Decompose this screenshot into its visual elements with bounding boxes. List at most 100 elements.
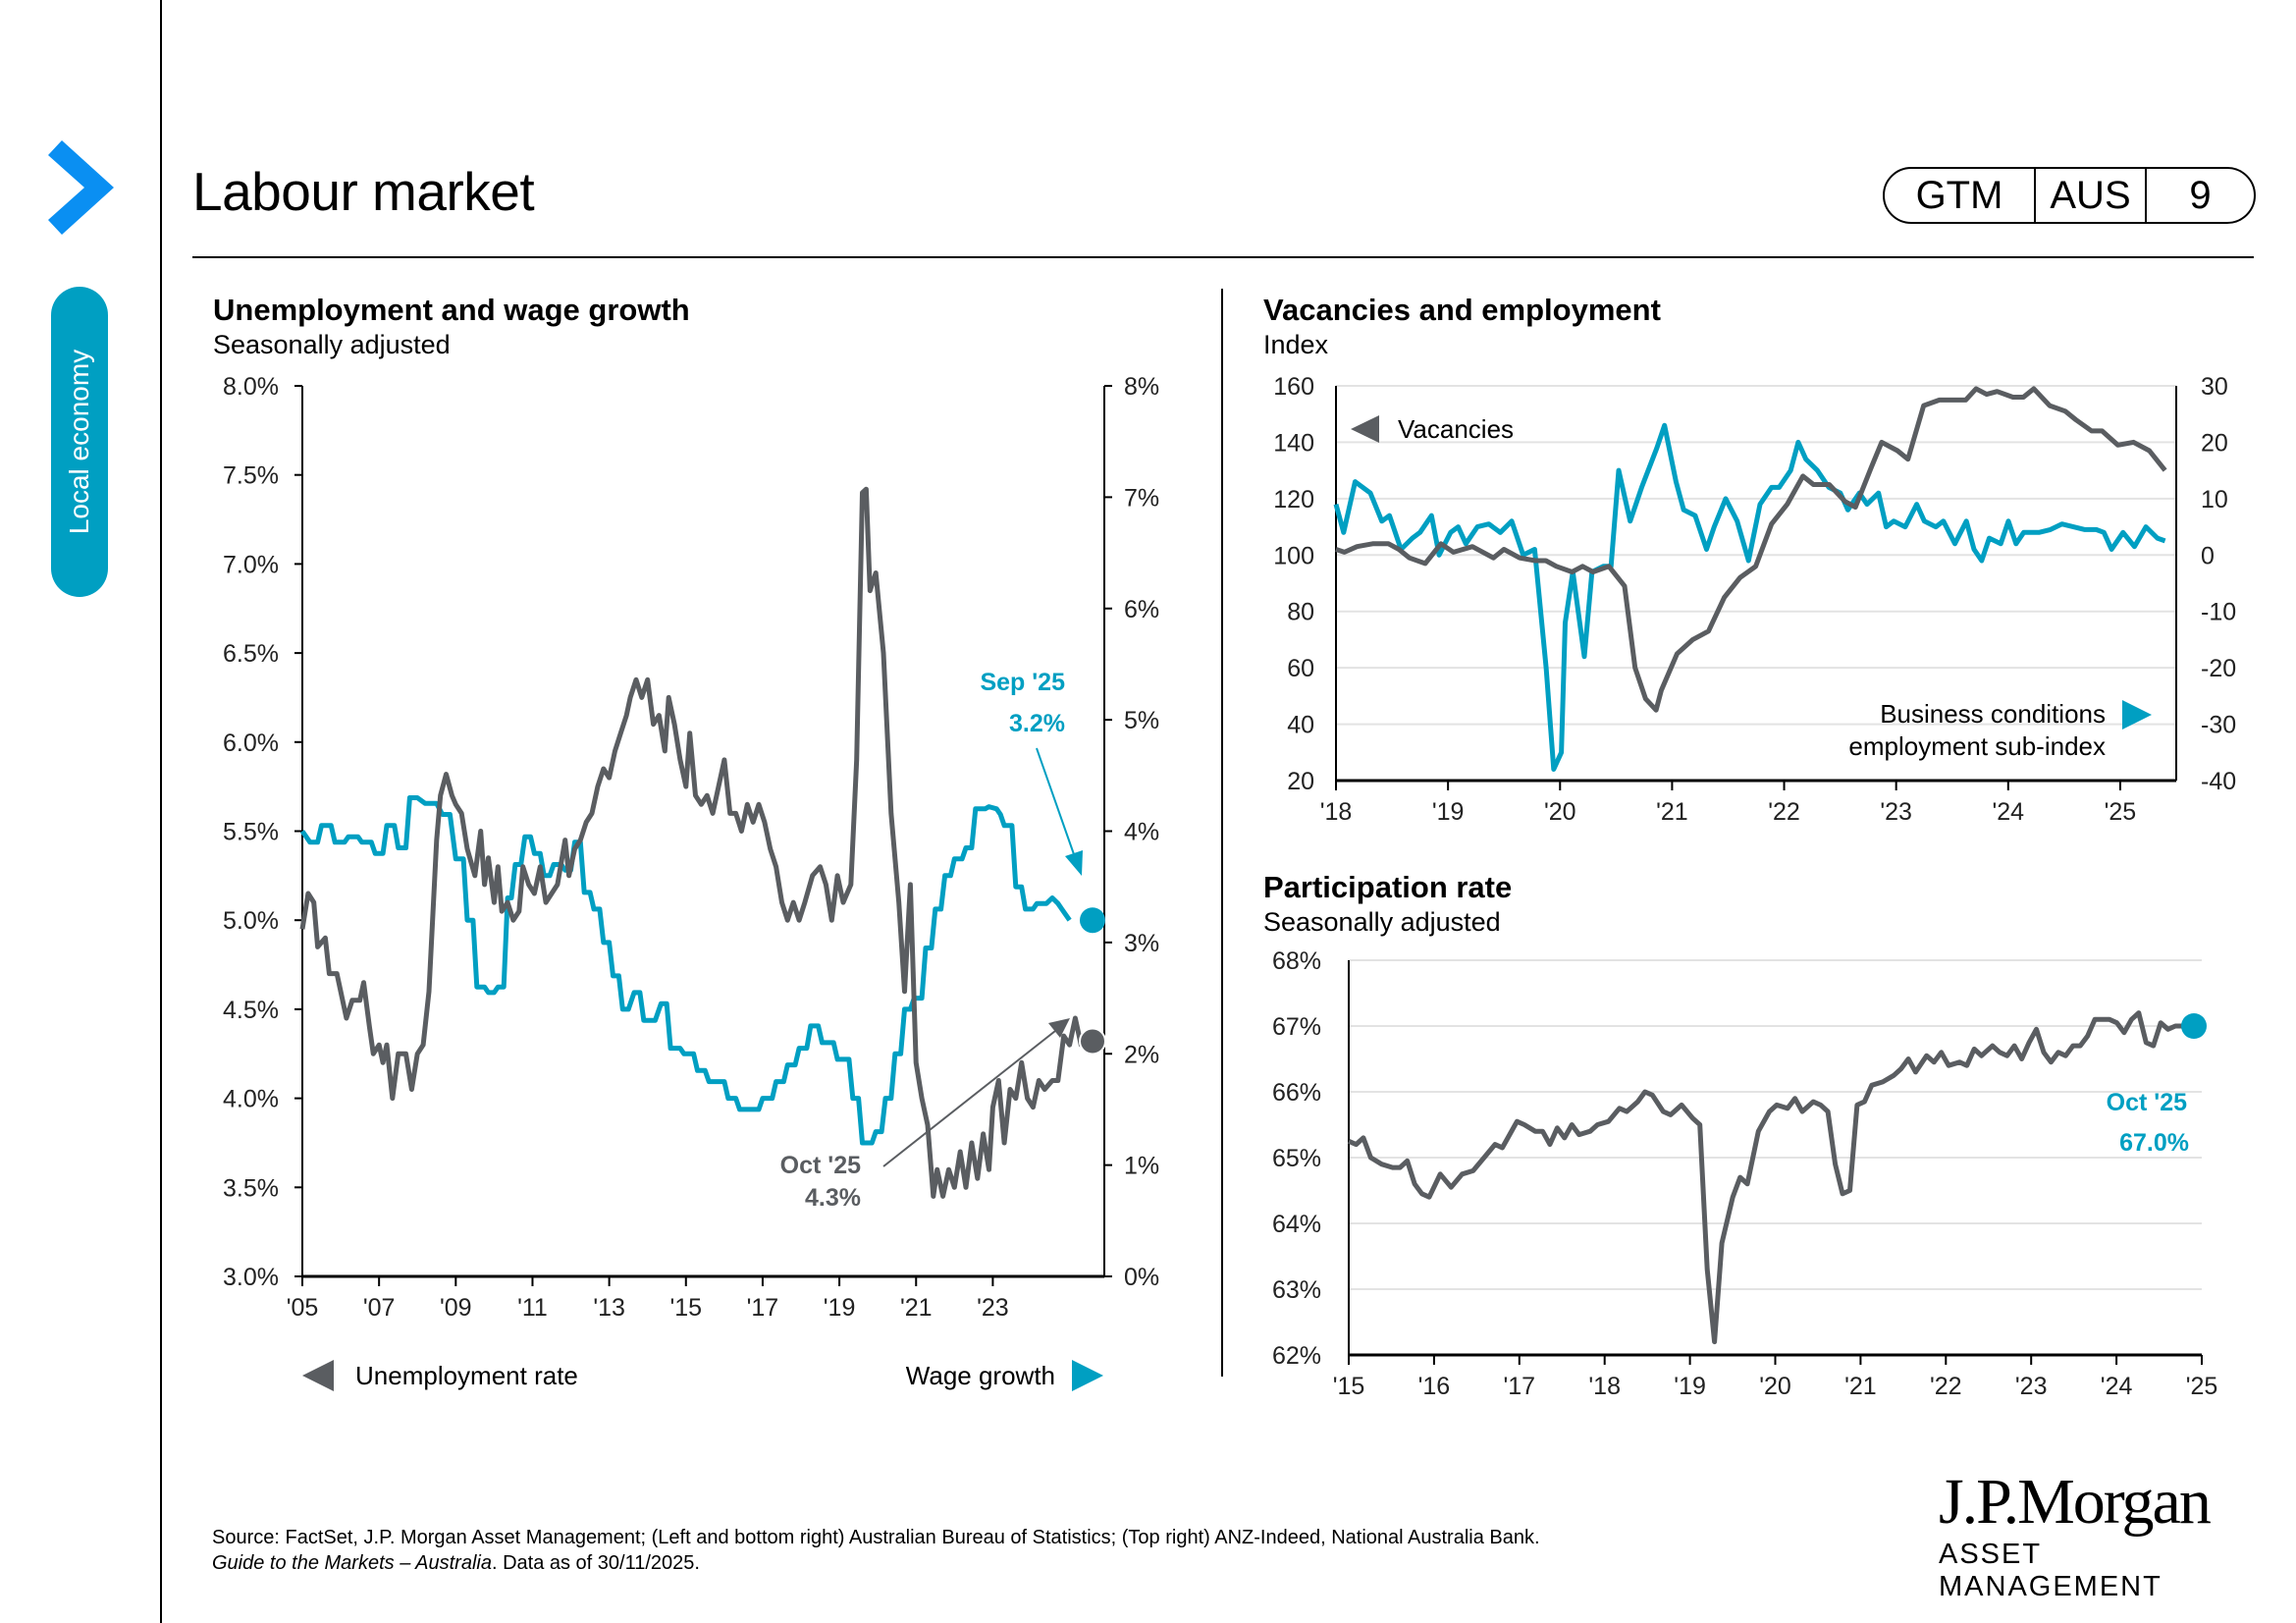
y-left-tick-label: 6.5%: [223, 640, 279, 668]
legend-wage-label: Wage growth: [906, 1361, 1055, 1390]
annotation-unemp-arrow: [882, 1030, 1056, 1167]
unemployment-end-marker: [1079, 1027, 1106, 1055]
chevron-right-icon: [48, 140, 114, 235]
x-tick-label: '18: [1320, 798, 1353, 826]
x-tick-label: '24: [1993, 798, 2025, 826]
y-left-tick-label: 5.5%: [223, 819, 279, 846]
logo-name: J.P.Morgan: [1939, 1466, 2212, 1538]
y-left-tick-label: 60: [1287, 655, 1314, 682]
y-right-tick-label: 4%: [1124, 819, 1159, 846]
legend-business-label-2: employment sub-index: [1848, 731, 2106, 761]
legend-left-arrow-icon: [1351, 415, 1379, 443]
x-tick-label: '25: [2105, 798, 2137, 826]
y-left-tick-label: 4.5%: [223, 997, 279, 1024]
chart3-subtitle: Seasonally adjusted: [1263, 907, 1501, 937]
x-tick-label: '21: [900, 1294, 933, 1322]
y-right-tick-label: -40: [2201, 768, 2236, 795]
chart-divider: [1221, 289, 1223, 1377]
y-right-tick-label: 0: [2201, 542, 2215, 569]
x-tick-label: '13: [593, 1294, 625, 1322]
annotation-unemp-arrowhead: [1048, 1018, 1070, 1038]
vacancies-line: [1335, 386, 2167, 713]
y-right-tick-label: 7%: [1124, 484, 1159, 512]
annotation-wage-arrow: [1036, 747, 1076, 858]
y-tick-label: 66%: [1272, 1079, 1321, 1107]
y-left-tick-label: 6.0%: [223, 730, 279, 757]
y-tick-label: 64%: [1272, 1211, 1321, 1238]
y-left-tick-label: 7.5%: [223, 462, 279, 490]
y-tick-label: 65%: [1272, 1145, 1321, 1172]
pill-page-number: 9: [2189, 173, 2212, 217]
x-tick-label: '19: [1674, 1373, 1706, 1400]
x-tick-label: '24: [2101, 1373, 2133, 1400]
x-tick-label: '11: [517, 1294, 548, 1322]
y-right-tick-label: 20: [2201, 429, 2228, 457]
guide-text: Guide to the Markets – Australia. Data a…: [212, 1550, 1540, 1576]
chart2-subtitle: Index: [1263, 330, 1329, 359]
unemployment-rate-line: [299, 486, 1089, 1199]
chart-unemployment-wage: 8.0% 7.5% 7.0% 6.5% 6.0% 5.5% 5.0% 4.5% 4.0% 3.5%…: [223, 373, 1159, 1391]
x-tick-label: '25: [2186, 1373, 2218, 1400]
y-right-tick-label: 2%: [1124, 1041, 1159, 1068]
x-tick-label: '19: [1432, 798, 1465, 826]
legend-unemployment-label: Unemployment rate: [355, 1361, 578, 1390]
page-reference-pill: GTM AUS 9: [1883, 167, 2256, 224]
y-right-tick-label: 10: [2201, 486, 2228, 514]
legend-right-arrow-icon: [2122, 700, 2152, 730]
chart1-subtitle: Seasonally adjusted: [213, 330, 451, 359]
x-tick-label: '17: [747, 1294, 779, 1322]
wage-growth-end-marker: [1080, 907, 1105, 934]
x-tick-label: '09: [440, 1294, 472, 1322]
business-conditions-line: [1333, 422, 2166, 772]
y-tick-label: 67%: [1272, 1013, 1321, 1041]
y-right-tick-label: 0%: [1124, 1264, 1159, 1291]
annotation-unemp-value: 4.3%: [805, 1184, 861, 1212]
x-tick-label: '21: [1656, 798, 1688, 826]
annotation-unemp-label: Oct '25: [780, 1152, 861, 1179]
y-left-tick-label: 100: [1273, 542, 1314, 569]
x-tick-label: '23: [977, 1294, 1009, 1322]
y-left-tick-label: 4.0%: [223, 1086, 279, 1113]
logo-sub: ASSET MANAGEMENT: [1939, 1539, 2163, 1602]
jpmorgan-logo: J.P.Morgan ASSET MANAGEMENT: [1939, 1468, 2253, 1603]
y-right-tick-label: 6%: [1124, 596, 1159, 623]
annotation-wage-label: Sep '25: [980, 669, 1065, 696]
x-tick-label: '21: [1844, 1373, 1877, 1400]
y-right-tick-label: -30: [2201, 712, 2236, 739]
x-tick-label: '17: [1504, 1373, 1536, 1400]
y-tick-label: 68%: [1272, 947, 1321, 975]
y-left-tick-label: 20: [1287, 768, 1314, 795]
x-tick-label: '23: [1880, 798, 1912, 826]
x-tick-label: '07: [363, 1294, 396, 1322]
sidebar-tab-local-economy[interactable]: Local economy: [51, 287, 108, 597]
legend-left-arrow-icon: [302, 1360, 334, 1391]
page-title: Labour market: [192, 161, 535, 222]
y-left-tick-label: 140: [1273, 429, 1314, 457]
x-tick-label: '20: [1544, 798, 1576, 826]
y-right-tick-label: 5%: [1124, 707, 1159, 734]
y-right-tick-label: 8%: [1124, 373, 1159, 401]
y-left-tick-label: 7.0%: [223, 551, 279, 578]
annotation-wage-arrowhead: [1065, 850, 1083, 876]
y-left-tick-label: 8.0%: [223, 373, 279, 401]
y-tick-label: 62%: [1272, 1342, 1321, 1370]
guide-title: Guide to the Markets – Australia: [212, 1552, 492, 1574]
y-left-tick-label: 80: [1287, 599, 1314, 626]
y-left-tick-label: 3.0%: [223, 1264, 279, 1291]
chart3-title: Participation rate: [1263, 870, 1513, 904]
source-text: Source: FactSet, J.P. Morgan Asset Manag…: [212, 1527, 1540, 1548]
y-left-tick-label: 160: [1273, 373, 1314, 401]
header-divider: [192, 256, 2254, 258]
pill-gtm: GTM: [1885, 169, 2036, 222]
annotation-label: Oct '25: [2107, 1089, 2187, 1116]
y-right-tick-label: 30: [2201, 373, 2228, 401]
legend-right-arrow-icon: [1072, 1360, 1103, 1391]
x-tick-label: '20: [1759, 1373, 1791, 1400]
chart-vacancies-employment: 160140120100806040203020100-10-20-30-40'…: [1273, 373, 2236, 826]
y-right-tick-label: 1%: [1124, 1153, 1159, 1180]
sidebar-divider: [160, 0, 162, 1623]
y-left-tick-label: 40: [1287, 712, 1314, 739]
footer-source: Source: FactSet, J.P. Morgan Asset Manag…: [212, 1525, 1540, 1576]
x-tick-label: '15: [1333, 1373, 1365, 1400]
